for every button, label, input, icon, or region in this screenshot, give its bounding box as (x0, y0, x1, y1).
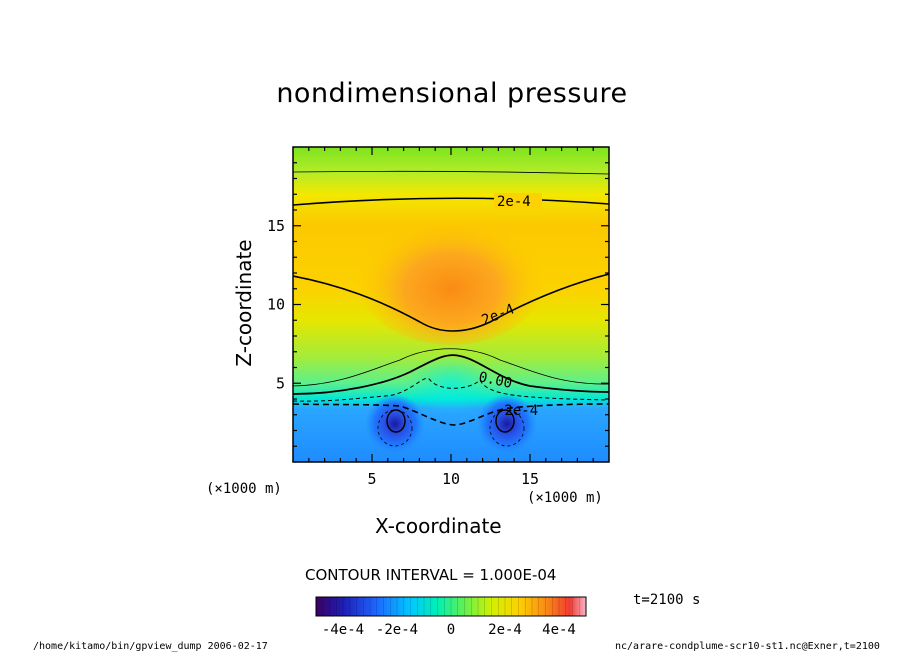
contour-line (489, 409, 525, 447)
contour-interval-text: CONTOUR INTERVAL = 1.000E-04 (305, 566, 557, 584)
colorbar-tick-label: -2e-4 (375, 622, 419, 638)
contour-line (293, 354, 609, 395)
colorbar (315, 596, 587, 617)
y-tick-label: 15 (267, 217, 285, 235)
pressure-maximum (356, 205, 546, 345)
colorbar-tick-label: 0 (446, 622, 456, 638)
contour-line (293, 170, 609, 175)
x-axis-unit: (×1000 m) (527, 490, 603, 506)
x-tick-label: 10 (442, 470, 460, 488)
contour-label: -2e-4 (496, 403, 538, 419)
x-tick-label: 5 (367, 470, 376, 488)
contour-label: 2e-4 (497, 194, 531, 210)
contour-line (386, 409, 406, 433)
colorbar-tick-label: 4e-4 (542, 622, 576, 638)
time-label: t=2100 s (633, 592, 701, 608)
x-tick-label: 15 (521, 470, 539, 488)
contour-line (377, 409, 413, 447)
footer-left: /home/kitamo/bin/gpview_dump 2006-02-17 (33, 641, 268, 652)
footer-right: nc/arare-condplume-scr10-st1.nc@Exner,t=… (615, 641, 880, 652)
x-axis-label: X-coordinate (375, 514, 502, 538)
contour-line (293, 377, 609, 402)
colorbar-ticks (315, 597, 587, 616)
y-axis-unit: (×1000 m) (206, 481, 282, 497)
tick-labels: 5 10 15 5 10 15 (267, 217, 539, 488)
center-bulge (406, 355, 496, 415)
chart-title: nondimensional pressure (276, 78, 628, 109)
y-tick-label: 5 (276, 374, 285, 392)
axis-ticks (293, 147, 609, 462)
contour-line (293, 348, 609, 387)
pressure-minimum-right (477, 394, 537, 454)
contour-label-bg (494, 193, 542, 209)
contour-line (293, 403, 609, 426)
contour-label: 0.00 (477, 369, 513, 392)
contour-line (293, 197, 609, 206)
contour-line (293, 273, 609, 332)
colorbar-tick-label: 2e-4 (488, 622, 522, 638)
contour-line (495, 409, 515, 433)
y-axis-label: Z-coordinate (232, 239, 256, 367)
pressure-field (293, 147, 609, 462)
colorbar-tick-label: -4e-4 (321, 622, 365, 638)
y-tick-label: 10 (267, 296, 285, 314)
pressure-minimum-left (365, 394, 425, 454)
